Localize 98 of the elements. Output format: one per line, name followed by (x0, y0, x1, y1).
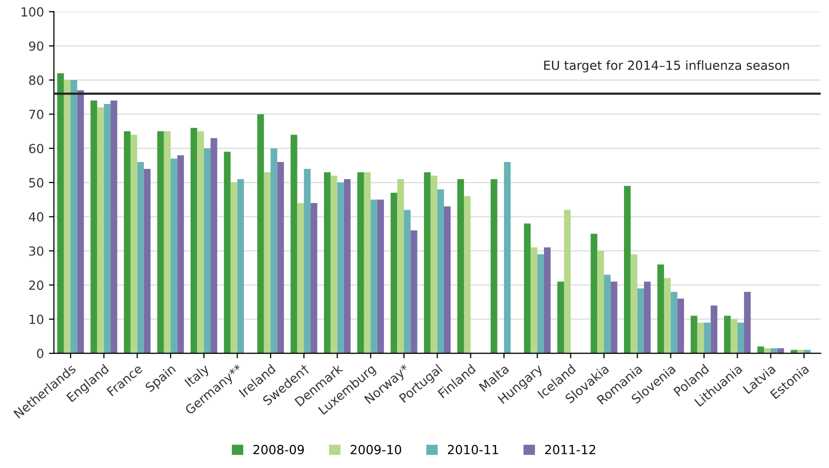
y-tick-label: 0 (37, 348, 44, 358)
legend-label: 2010-11 (448, 444, 498, 454)
bar (697, 322, 704, 354)
bar (370, 200, 378, 354)
y-tick-label: 70 (29, 110, 44, 120)
bar (664, 278, 671, 354)
bar (564, 210, 571, 354)
bar (257, 114, 264, 354)
bar (97, 107, 104, 354)
bar (64, 80, 71, 354)
y-tick-label: 80 (29, 76, 44, 85)
bar (457, 179, 464, 354)
bar (377, 200, 384, 354)
bar (304, 168, 311, 354)
bar (344, 179, 351, 354)
bar (657, 264, 664, 354)
bar (744, 292, 751, 354)
bar (237, 179, 244, 354)
legend-label: 2009-10 (350, 444, 402, 454)
bar (204, 148, 211, 354)
legend-label: 2008-09 (253, 444, 304, 454)
bar (364, 172, 371, 354)
y-tick-label: 60 (29, 144, 44, 154)
bar (444, 206, 451, 354)
bar (404, 210, 411, 354)
bar (130, 134, 138, 354)
bar (764, 348, 771, 354)
bar (210, 138, 218, 354)
bar (164, 131, 171, 354)
bar (704, 322, 711, 354)
bar (410, 230, 418, 354)
bar (337, 182, 344, 354)
bar (197, 131, 204, 354)
bar (637, 288, 644, 354)
bar (464, 196, 471, 354)
bar (70, 80, 78, 354)
bar (644, 282, 651, 354)
bar (397, 179, 404, 354)
bar (157, 131, 164, 354)
bar (437, 189, 444, 354)
bar (297, 203, 304, 354)
y-tick-label: 10 (30, 314, 44, 324)
bar (137, 162, 144, 354)
y-tick-label: 40 (28, 212, 44, 222)
bar (170, 158, 178, 354)
bar (124, 131, 131, 354)
bar (757, 346, 764, 354)
bar (630, 254, 638, 354)
bar (777, 348, 784, 354)
bar (530, 247, 538, 354)
bar (677, 298, 684, 354)
bar (230, 182, 238, 354)
bar (504, 162, 511, 354)
bar (144, 168, 151, 354)
bar (390, 192, 398, 354)
bar (690, 316, 698, 354)
bar (490, 179, 498, 354)
bar (77, 90, 84, 354)
bar (737, 322, 744, 354)
bar (90, 100, 98, 354)
bar (190, 128, 198, 354)
bar (624, 186, 631, 354)
bar (324, 172, 331, 354)
bar (730, 319, 738, 354)
y-tick-label: 50 (29, 178, 44, 188)
bar (357, 172, 364, 354)
bar (277, 162, 284, 354)
bar (770, 348, 778, 354)
bar (724, 316, 731, 354)
bar (177, 155, 184, 354)
bar (537, 254, 544, 354)
bar (310, 203, 318, 354)
bar (524, 224, 531, 354)
bar (57, 73, 64, 354)
legend-label: 2011-12 (545, 444, 596, 454)
bar (290, 134, 298, 354)
bar (424, 172, 431, 354)
ref-line-label: EU target for 2014–15 influenza season (544, 60, 789, 72)
bar (590, 234, 598, 354)
bar (670, 292, 678, 354)
bar (110, 100, 118, 354)
y-tick-label: 90 (29, 41, 44, 51)
y-tick-label: 30 (29, 246, 44, 256)
y-tick-label: 20 (29, 280, 44, 290)
bar (597, 250, 604, 354)
bar (604, 274, 611, 354)
y-tick-label: 100 (22, 7, 44, 17)
bar (790, 350, 798, 354)
bar (224, 152, 231, 354)
bar (430, 176, 438, 354)
bar (264, 172, 271, 354)
bar (557, 282, 564, 354)
bar (610, 282, 618, 354)
bar (270, 148, 278, 354)
bar (330, 176, 338, 354)
bar (544, 247, 551, 354)
bar (104, 104, 111, 354)
bar (710, 306, 718, 354)
